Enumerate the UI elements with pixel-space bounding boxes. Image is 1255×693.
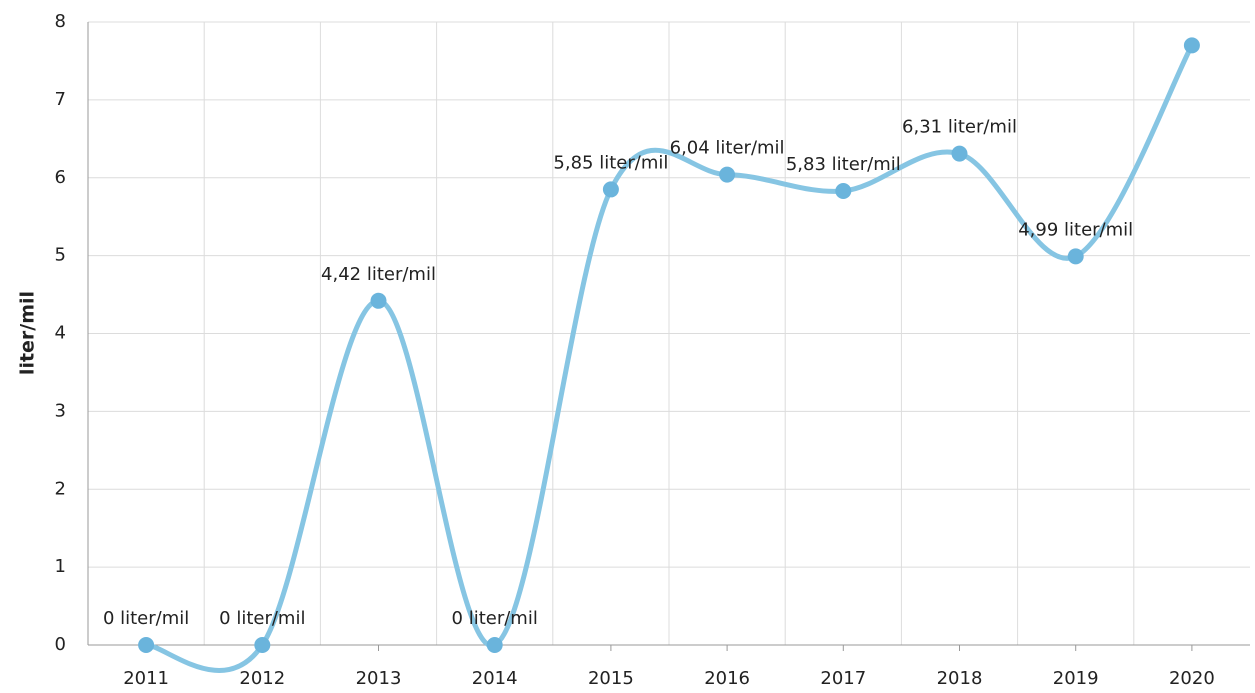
x-tick-label: 2014: [472, 668, 518, 689]
data-label: 4,42 liter/mil: [321, 264, 436, 285]
data-label: 0 liter/mil: [103, 608, 189, 629]
data-label: 5,85 liter/mil: [553, 152, 668, 173]
x-tick-label: 2019: [1053, 668, 1099, 689]
y-tick-label: 2: [55, 478, 66, 499]
data-point: [370, 292, 387, 309]
x-tick-label: 2016: [704, 668, 750, 689]
data-point: [719, 166, 736, 183]
x-tick-label: 2018: [937, 668, 983, 689]
x-tick-label: 2020: [1169, 668, 1215, 689]
x-tick-label: 2017: [820, 668, 866, 689]
data-label: 6,31 liter/mil: [902, 117, 1017, 138]
x-tick-label: 2013: [356, 668, 402, 689]
data-point: [951, 145, 968, 162]
data-point: [1067, 248, 1084, 265]
x-tick-label: 2015: [588, 668, 634, 689]
data-point: [138, 637, 155, 653]
data-label: 0 liter/mil: [452, 608, 538, 629]
data-point: [1183, 37, 1200, 54]
y-tick-label: 3: [55, 400, 66, 421]
data-label: 0 liter/mil: [219, 608, 305, 629]
y-tick-label: 1: [55, 556, 66, 577]
data-point: [254, 637, 271, 653]
y-tick-label: 5: [55, 245, 66, 266]
y-axis-title: liter/mil: [17, 291, 39, 375]
x-tick-label: 2011: [123, 668, 169, 689]
y-tick-label: 7: [55, 89, 66, 110]
y-tick-label: 8: [55, 11, 66, 32]
data-label: 6,04 liter/mil: [670, 138, 785, 159]
y-tick-label: 6: [55, 167, 66, 188]
data-label: 5,83 liter/mil: [786, 154, 901, 175]
data-point: [486, 637, 503, 653]
series-line: [143, 42, 1195, 673]
data-point: [602, 181, 619, 198]
y-tick-label: 0: [55, 634, 66, 655]
data-label: 4,99 liter/mil: [1018, 219, 1133, 240]
data-point: [835, 182, 852, 199]
x-tick-label: 2012: [239, 668, 285, 689]
y-tick-label: 4: [55, 323, 66, 344]
